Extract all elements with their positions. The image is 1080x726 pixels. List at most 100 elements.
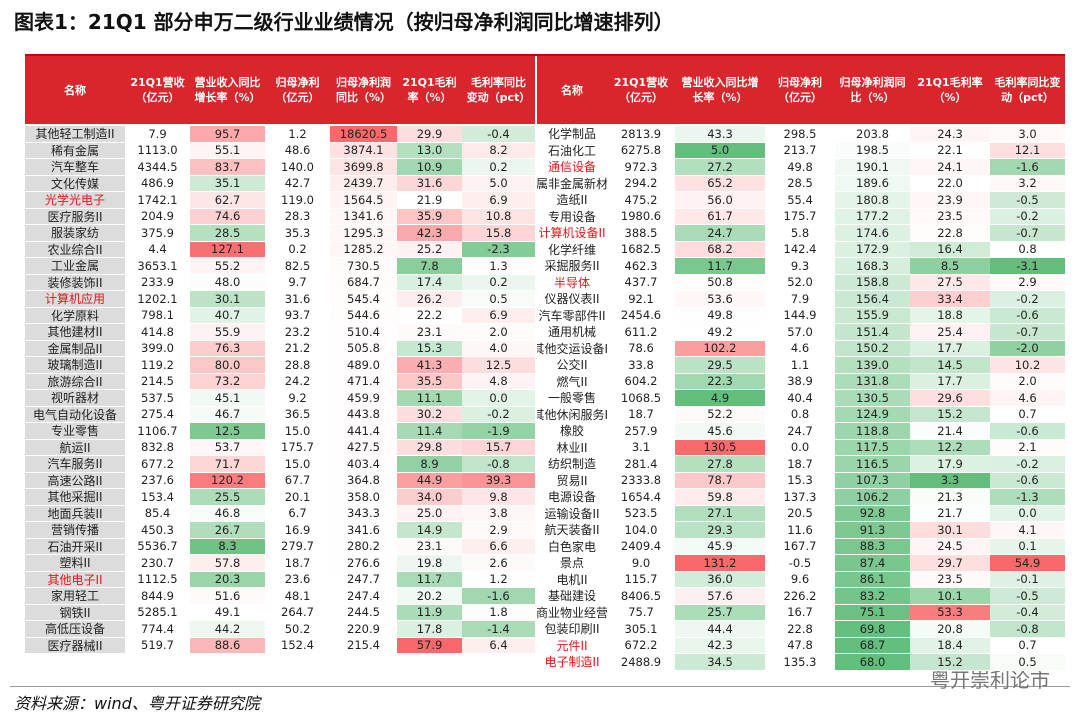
table-cell: 29.9 — [397, 126, 462, 143]
table-cell: 1.8 — [462, 604, 535, 621]
table-cell: 4.6 — [990, 390, 1065, 407]
table-cell: 48.0 — [190, 274, 265, 291]
table-cell: 88.6 — [190, 637, 265, 654]
table-cell: 116.5 — [835, 456, 910, 473]
table-cell: 7.8 — [397, 258, 462, 275]
table-cell: 16.7 — [765, 605, 835, 621]
table-cell: 3.8 — [462, 505, 535, 522]
table-cell: -0.4 — [462, 126, 535, 143]
table-cell: 24.1 — [910, 159, 990, 176]
table-cell: 17.7 — [910, 340, 990, 357]
table-cell: 47.8 — [765, 638, 835, 654]
row-name: 公交II — [537, 357, 607, 374]
table-cell: 2813.9 — [607, 126, 675, 143]
table-cell: 25.5 — [190, 489, 265, 506]
table-cell: 5.0 — [462, 175, 535, 192]
table-cell: 18.7 — [607, 407, 675, 423]
table-cell: 10.8 — [462, 208, 535, 225]
table-cell: 237.6 — [125, 473, 190, 489]
table-cell: 364.8 — [330, 472, 397, 489]
table-cell: 38.9 — [765, 374, 835, 390]
table-cell: 150.2 — [835, 340, 910, 357]
table-cell: 0.0 — [990, 505, 1065, 522]
table-cell: 11.6 — [765, 522, 835, 539]
table-cell: 73.2 — [190, 373, 265, 390]
table-cell: 20.3 — [190, 571, 265, 588]
table-cell: 53.3 — [910, 604, 990, 621]
table-cell: -0.6 — [990, 307, 1065, 324]
table-cell: -2.3 — [462, 241, 535, 258]
table-cell: 6.4 — [462, 637, 535, 654]
table-cell: 1682.5 — [607, 242, 675, 258]
table-cell: 1.2 — [462, 571, 535, 588]
row-name: 橡胶 — [537, 423, 607, 440]
table-cell: 55.4 — [765, 192, 835, 209]
row-name: 计算机应用 — [25, 291, 125, 308]
table-cell: 55.9 — [190, 324, 265, 341]
table-cell: 172.9 — [835, 241, 910, 258]
table-cell: -0.5 — [990, 588, 1065, 605]
table-cell: 6.7 — [265, 506, 330, 522]
table-cell: 175.7 — [265, 440, 330, 456]
table-cell: 4344.5 — [125, 159, 190, 176]
table-cell: 9.8 — [462, 489, 535, 506]
row-name: 塑料II — [25, 555, 125, 572]
table-cell: 180.8 — [835, 192, 910, 209]
table-cell: -1.9 — [462, 423, 535, 440]
table-cell: 124.9 — [835, 406, 910, 423]
row-name: 一般零售 — [537, 390, 607, 407]
row-name: 石油化工 — [537, 143, 607, 159]
table-cell: 1113.0 — [125, 143, 190, 159]
table-cell: 83.7 — [190, 159, 265, 176]
table-cell: 0.8 — [990, 241, 1065, 258]
table-cell: 69.8 — [835, 621, 910, 638]
table-cell: 537.5 — [125, 390, 190, 407]
table-cell: 27.5 — [910, 274, 990, 291]
table-cell: 43.3 — [675, 126, 765, 143]
table-cell: 24.5 — [910, 538, 990, 555]
table-cell: 36.0 — [675, 571, 765, 588]
table-cell: 68.7 — [835, 637, 910, 654]
table-cell: 3653.1 — [125, 258, 190, 275]
table-cell: 9.3 — [765, 258, 835, 275]
table-cell: 152.4 — [265, 638, 330, 654]
table-cell: 74.6 — [190, 208, 265, 225]
table-cell: 9.6 — [765, 572, 835, 588]
table-cell: 343.3 — [330, 505, 397, 522]
column-header: 名称 — [537, 56, 607, 124]
table-cell: 3.1 — [607, 440, 675, 456]
table-cell: 672.2 — [607, 638, 675, 654]
table-cell: 26.2 — [397, 291, 462, 308]
table-cell: 33.8 — [607, 357, 675, 374]
table-cell: 12.2 — [910, 439, 990, 456]
table-cell: 23.6 — [265, 572, 330, 588]
row-name: 高低压设备 — [25, 621, 125, 638]
table-cell: 10.9 — [397, 159, 462, 176]
table-cell: 280.2 — [330, 538, 397, 555]
table-cell: 0.0 — [462, 390, 535, 407]
table-cell: 29.8 — [397, 439, 462, 456]
row-name: 林业II — [537, 440, 607, 456]
table-cell: 8.5 — [910, 258, 990, 275]
table-cell: 198.5 — [835, 142, 910, 159]
table-cell: 4.8 — [462, 373, 535, 390]
table-cell: 0.5 — [990, 654, 1065, 671]
table-cell: 0.5 — [462, 291, 535, 308]
table-cell: 68.2 — [675, 241, 765, 258]
table-cell: 20.5 — [765, 506, 835, 522]
table-cell: 68.0 — [835, 654, 910, 671]
table-cell: 15.3 — [765, 473, 835, 489]
table-cell: 29.7 — [910, 555, 990, 572]
row-name: 化学制品 — [537, 126, 607, 143]
table-cell: 247.7 — [330, 571, 397, 588]
row-name: 金属制品II — [25, 340, 125, 357]
table-cell: 78.6 — [607, 341, 675, 357]
table-cell: 774.4 — [125, 621, 190, 638]
table-cell: -3.1 — [990, 258, 1065, 275]
row-name: 白色家电 — [537, 539, 607, 555]
table-cell: 204.9 — [125, 209, 190, 225]
table-cell: 95.7 — [190, 126, 265, 143]
table-cell: 26.7 — [190, 522, 265, 539]
column-header: 名称 — [25, 56, 125, 124]
table-cell: 28.5 — [190, 225, 265, 242]
